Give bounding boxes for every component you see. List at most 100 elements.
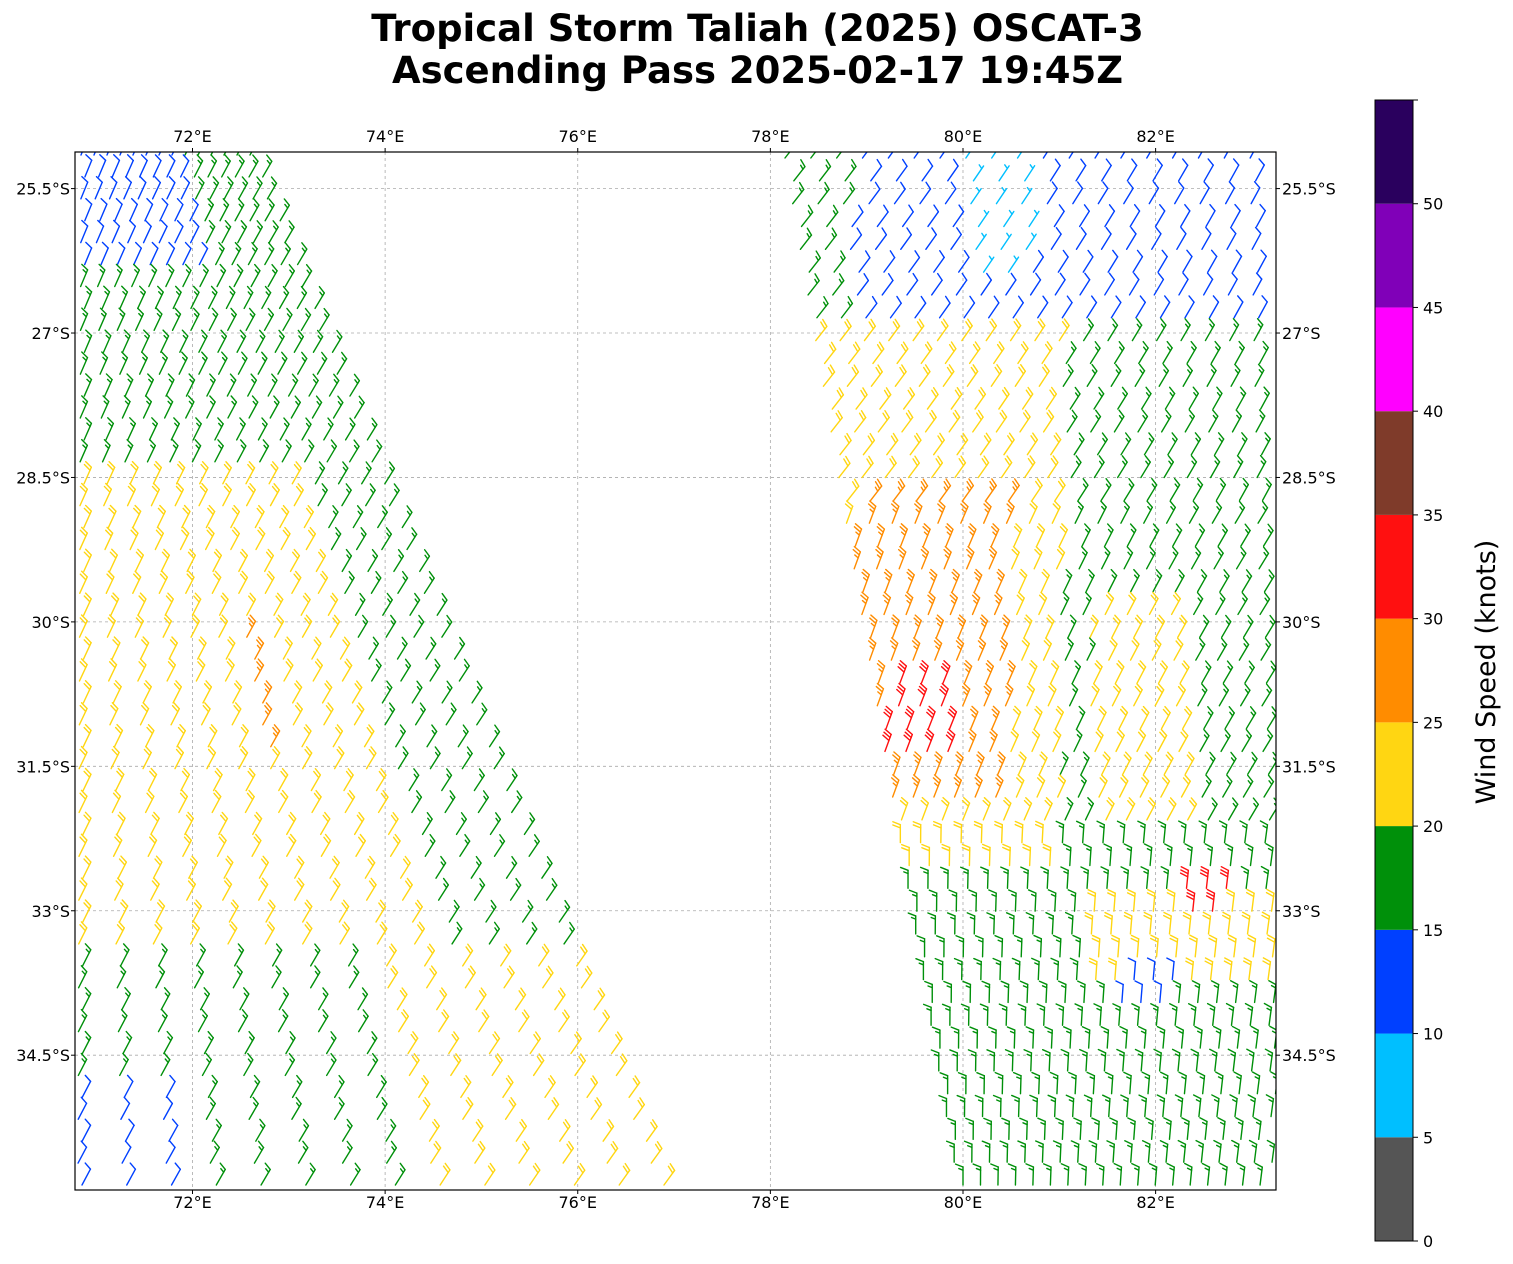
wind-barb — [908, 889, 918, 912]
wind-barb — [985, 660, 995, 684]
wind-barb — [830, 410, 843, 433]
wind-barb — [451, 921, 463, 945]
wind-barb — [1207, 249, 1218, 273]
wind-barb — [1218, 820, 1228, 844]
wind-barb — [174, 197, 184, 222]
wind-barb — [1119, 1025, 1128, 1049]
wind-barb — [263, 307, 275, 332]
lat-tick-label-left: 25.5°S — [16, 180, 70, 199]
wind-barb — [1233, 295, 1244, 319]
wind-barb — [186, 877, 196, 901]
wind-barb — [262, 702, 273, 726]
wind-barb — [244, 1030, 255, 1055]
wind-barb — [185, 373, 196, 397]
wind-barb — [870, 478, 883, 502]
wind-barb — [144, 789, 155, 814]
wind-barb — [491, 1053, 503, 1077]
wind-barb — [1260, 432, 1271, 456]
wind-barb — [189, 198, 199, 222]
wind-barb — [164, 592, 174, 616]
wind-barb — [1212, 1025, 1222, 1049]
wind-barb — [1083, 1094, 1093, 1118]
wind-barb — [906, 568, 915, 593]
wind-barb — [398, 1009, 409, 1033]
wind-barb — [986, 912, 996, 935]
wind-barb — [142, 745, 152, 770]
wind-barb — [370, 658, 382, 682]
wind-barb — [853, 523, 863, 547]
wind-barb — [1220, 728, 1231, 753]
wind-barb — [1072, 934, 1081, 958]
wind-barb — [279, 504, 290, 529]
gridlines — [75, 152, 1276, 1190]
wind-barb — [1178, 728, 1189, 753]
wind-barb — [1042, 409, 1055, 433]
colorbar-bin — [1375, 722, 1413, 827]
wind-barb — [1037, 1117, 1046, 1141]
wind-barb — [1012, 705, 1022, 730]
wind-barb — [1000, 980, 1010, 1004]
wind-barb — [1021, 637, 1030, 661]
wind-barb — [875, 682, 885, 707]
wind-barb — [1247, 934, 1257, 958]
wind-barb — [994, 1071, 1004, 1095]
wind-barb — [190, 285, 200, 310]
wind-barb — [211, 789, 222, 814]
wind-barb — [980, 866, 989, 890]
wind-barb — [113, 723, 124, 748]
wind-barb — [1251, 1071, 1261, 1095]
lon-tick-label-top: 74°E — [366, 127, 404, 146]
wind-barb — [911, 637, 921, 661]
wind-barb — [1237, 432, 1248, 456]
wind-barb — [1100, 866, 1109, 890]
wind-barb — [936, 318, 949, 342]
wind-barb — [1079, 272, 1091, 296]
wind-barb — [1075, 820, 1085, 844]
wind-barb — [108, 175, 118, 200]
wind-barb — [891, 500, 900, 524]
wind-barb — [1050, 660, 1060, 684]
wind-barb — [963, 1140, 973, 1163]
wind-barb — [82, 855, 92, 879]
wind-barb — [1143, 432, 1155, 456]
wind-barb — [988, 889, 997, 912]
wind-barb — [268, 220, 279, 244]
wind-barb — [215, 241, 225, 266]
lat-tick-label-right: 27°S — [1282, 324, 1321, 343]
wind-barb — [84, 154, 93, 178]
wind-barb — [426, 965, 438, 989]
wind-barb — [893, 478, 906, 502]
wind-barb — [1166, 797, 1177, 821]
wind-barb — [301, 417, 312, 441]
wind-barb — [985, 478, 997, 502]
wind-barb — [856, 273, 870, 296]
wind-barb — [1093, 1003, 1102, 1026]
wind-barb — [926, 705, 936, 730]
wind-barb — [224, 658, 235, 682]
wind-barb — [1164, 843, 1173, 867]
wind-barb — [368, 636, 379, 660]
wind-barb — [953, 774, 962, 798]
wind-barb — [1252, 272, 1263, 296]
wind-barb — [126, 482, 136, 507]
wind-barb — [1133, 614, 1144, 638]
wind-barb — [972, 164, 985, 182]
wind-barb — [1233, 1071, 1242, 1095]
wind-barb — [1060, 591, 1070, 616]
wind-barb — [892, 821, 902, 844]
wind-barb — [271, 943, 283, 967]
wind-barb — [220, 154, 231, 178]
wind-barb — [1260, 865, 1270, 890]
wind-barb — [933, 637, 943, 661]
wind-barb — [198, 482, 208, 507]
wind-barb — [298, 1118, 310, 1142]
wind-barb — [211, 1118, 222, 1142]
wind-barb — [1211, 500, 1223, 524]
wind-barb — [142, 680, 152, 704]
wind-barb — [152, 921, 163, 945]
wind-barb — [1129, 204, 1141, 228]
wind-barb — [1160, 705, 1171, 730]
wind-barb — [227, 921, 238, 945]
wind-barb — [1263, 569, 1275, 593]
